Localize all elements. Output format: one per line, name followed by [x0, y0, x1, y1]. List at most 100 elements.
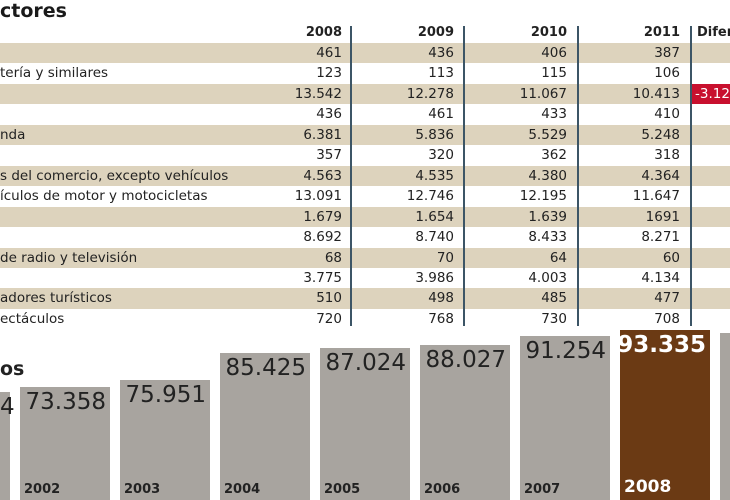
cell-2010: 8.433: [528, 229, 567, 246]
cell-2010: 4.003: [528, 269, 567, 286]
bar-year-label: 2003: [124, 482, 161, 497]
bar-2007: 91.254 2007: [520, 335, 610, 500]
cell-2010: 64: [549, 249, 567, 266]
cell-2011: 4.134: [641, 269, 680, 286]
cell-2008: 4.563: [303, 167, 342, 184]
cell-2008: 357: [316, 147, 342, 164]
cell-2011: 8.271: [641, 229, 680, 246]
cell-2008: 720: [316, 310, 342, 327]
chart-title: os: [0, 358, 25, 380]
cell-2008: 1.679: [303, 208, 342, 225]
cell-2008: 8.692: [303, 229, 342, 246]
column-header-2008: 2008: [305, 25, 342, 40]
table-row: s del comercio, excepto vehículos 4.563 4.…: [0, 165, 730, 187]
bar-2005: 87.024 2005: [320, 348, 410, 500]
cell-2008: 436: [316, 106, 342, 123]
bar-year-label: 2007: [524, 482, 561, 497]
difference-cell: -3.12: [692, 83, 730, 105]
column-header-difer: Difer: [697, 25, 730, 40]
cell-2010: 12.195: [519, 188, 567, 205]
cell-2009: 498: [428, 290, 454, 307]
cell-2009: 113: [428, 65, 454, 82]
bar-value-label: 85.425: [225, 354, 306, 381]
cell-2011: 106: [654, 65, 680, 82]
column-header-2011: 2011: [643, 25, 680, 40]
cell-2008: 510: [316, 290, 342, 307]
table-row: 13.542 12.278 11.067 10.413 -3.12: [0, 83, 730, 105]
cell-2008: 68: [324, 249, 342, 266]
row-label: de radio y televisión: [0, 249, 138, 266]
cell-2009: 12.278: [406, 85, 454, 102]
cell-2009: 8.740: [415, 229, 454, 246]
cell-2010: 115: [541, 65, 567, 82]
table-row: ectáculos 720 768 730 708: [0, 309, 730, 329]
table-row: 8.692 8.740 8.433 8.271: [0, 227, 730, 247]
cell-2009: 461: [428, 106, 454, 123]
cell-2011: 708: [654, 310, 680, 327]
table-row: adores turísticos 510 498 485 477: [0, 288, 730, 309]
cell-2008: 13.091: [294, 188, 342, 205]
cell-2010: 406: [541, 45, 567, 61]
table-title: ctores: [0, 0, 67, 22]
bar-value-label: 87.024: [325, 350, 406, 376]
cell-2009: 3.986: [415, 269, 454, 286]
table-row: 357 320 362 318: [0, 145, 730, 165]
bar-partial: 4: [0, 392, 15, 500]
cell-2011: 1691: [645, 208, 680, 225]
row-label: adores turísticos: [0, 290, 112, 307]
table-row: de radio y televisión 68 70 64 60: [0, 247, 730, 268]
cell-2010: 485: [541, 290, 567, 307]
cell-2011: 477: [654, 290, 680, 307]
bar-2002: 73.358 2002: [20, 386, 110, 500]
column-divider: [577, 26, 579, 326]
cell-2009: 320: [428, 147, 454, 164]
cell-2008: 13.542: [294, 85, 342, 102]
table-row: 3.775 3.986 4.003 4.134: [0, 268, 730, 288]
row-label: s del comercio, excepto vehículos: [0, 167, 229, 184]
row-label: ectáculos: [0, 310, 65, 327]
cell-2010: 11.067: [519, 85, 567, 102]
bar-2004: 85.425 2004: [220, 352, 310, 500]
bar-value-label: 75.951: [125, 381, 206, 408]
cell-2010: 433: [541, 106, 567, 123]
cell-2010: 5.529: [528, 126, 567, 143]
bar-year-label: 2002: [24, 482, 61, 497]
row-label: nda: [0, 126, 26, 143]
cell-2011: 60: [662, 249, 680, 266]
cell-2009: 436: [428, 45, 454, 61]
bar-value-label: 93.335: [617, 332, 706, 358]
table-row: tería y similares 123 113 115 106: [0, 63, 730, 83]
column-divider: [690, 26, 692, 326]
bar-year-label: 2005: [324, 482, 361, 497]
cell-2008: 123: [316, 65, 342, 82]
cell-2011: 4.364: [641, 167, 680, 184]
bar-value-label: 4: [0, 394, 15, 420]
bar-value-label: 88.027: [425, 347, 506, 374]
bar-2006: 88.027 2006: [420, 345, 510, 500]
bar-year-label: 2006: [424, 482, 461, 497]
cell-2009: 768: [428, 310, 454, 327]
cell-2008: 6.381: [303, 126, 342, 143]
table-row: 436 461 433 410: [0, 104, 730, 124]
row-label: tería y similares: [0, 65, 109, 82]
row-label: ículos de motor y motocicletas: [0, 188, 208, 205]
cell-2009: 70: [436, 249, 454, 266]
cell-2010: 4.380: [528, 167, 567, 184]
cell-2011: 387: [654, 45, 680, 61]
cell-2009: 1.654: [415, 208, 454, 225]
cell-2008: 461: [316, 45, 342, 61]
cell-2009: 12.746: [406, 188, 454, 205]
bar-year-label: 2004: [224, 482, 261, 497]
cell-2011: 11.647: [632, 188, 680, 205]
cell-2011: 410: [654, 106, 680, 123]
bar-partial-right: [720, 333, 730, 500]
cell-2011: 5.248: [641, 126, 680, 143]
cell-2009: 5.836: [415, 126, 454, 143]
cell-2008: 3.775: [303, 269, 342, 286]
bar-value-label: 91.254: [525, 337, 606, 364]
table-row: nda 6.381 5.836 5.529 5.248: [0, 124, 730, 146]
table-row: ículos de motor y motocicletas 13.091 12.7…: [0, 186, 730, 206]
cell-2011: 10.413: [632, 85, 680, 102]
cell-2010: 1.639: [528, 208, 567, 225]
cell-2010: 362: [541, 147, 567, 164]
